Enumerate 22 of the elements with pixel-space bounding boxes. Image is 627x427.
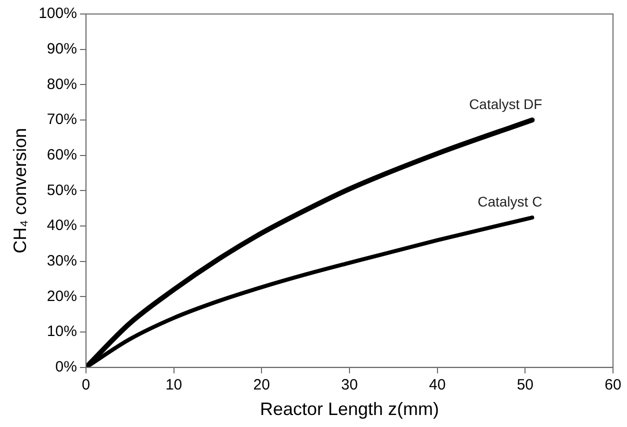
y-axis-title: CH₄ conversion	[10, 128, 30, 254]
x-tick-label: 40	[428, 376, 446, 394]
x-axis-title: Reactor Length z(mm)	[260, 399, 440, 420]
y-tick-label: 50%	[46, 182, 77, 199]
y-tick-label: 0%	[55, 358, 77, 376]
y-tick-label: 100%	[38, 5, 77, 22]
y-tick-label: 70%	[46, 111, 77, 128]
y-tick-label: 60%	[46, 146, 77, 164]
x-tick-label: 0	[82, 376, 90, 394]
x-tick-label: 60	[604, 376, 622, 394]
series-label: Catalyst DF	[469, 96, 542, 112]
x-tick-label: 20	[253, 376, 270, 394]
y-tick-label: 10%	[46, 323, 77, 340]
y-tick-label: 40%	[46, 217, 77, 234]
y-tick-label: 30%	[46, 252, 77, 270]
y-tick-label: 80%	[46, 76, 77, 93]
x-tick-label: 10	[165, 376, 182, 394]
y-tick-label: 20%	[46, 288, 77, 305]
x-tick-label: 50	[516, 376, 534, 394]
y-tick-label: 90%	[46, 40, 77, 58]
series-label: Catalyst C	[478, 193, 542, 210]
x-tick-label: 30	[341, 376, 358, 394]
